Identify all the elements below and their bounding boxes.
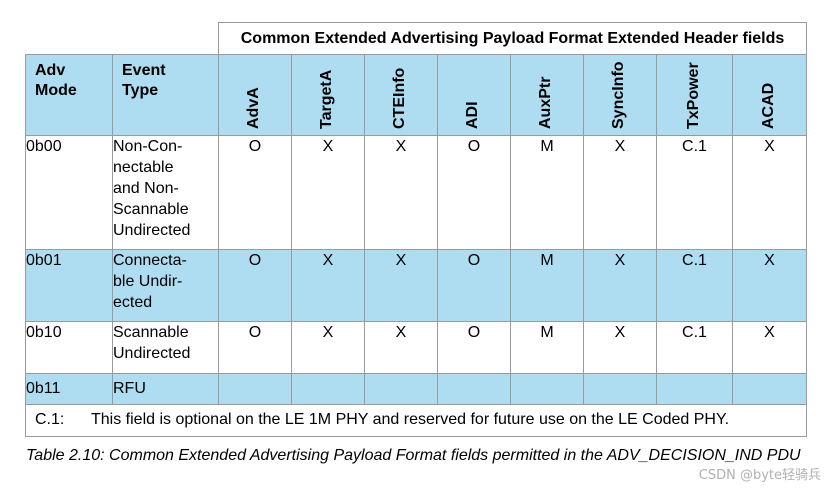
- col-label: SyncInfo: [610, 61, 627, 129]
- col-header-adv-mode: Adv Mode: [25, 54, 113, 136]
- value-cell: X: [731, 249, 808, 322]
- value-cell: M: [510, 135, 584, 250]
- value-cell: M: [510, 321, 584, 374]
- value-cell: X: [731, 135, 808, 250]
- col-header-adi: ADI: [437, 54, 511, 136]
- value-cell: [218, 373, 292, 405]
- group-header: Common Extended Advertising Payload Form…: [217, 22, 808, 55]
- value-cell: X: [583, 321, 657, 374]
- value-cell: X: [364, 249, 438, 322]
- value-cell: C.1: [656, 135, 733, 250]
- col-header-targeta: TargetA: [291, 54, 365, 136]
- event-type-cell: Non-Con- nectable and Non- Scannable Und…: [112, 135, 219, 250]
- adv-mode-cell: 0b01: [25, 249, 113, 322]
- col-header-txpower: TxPower: [656, 54, 733, 136]
- col-header-cteinfo: CTEInfo: [364, 54, 438, 136]
- col-label: TargetA: [318, 69, 335, 129]
- value-cell: O: [437, 249, 511, 322]
- col-label: ADI: [464, 101, 481, 129]
- value-cell: [364, 373, 438, 405]
- value-cell: X: [583, 135, 657, 250]
- value-cell: X: [364, 321, 438, 374]
- value-cell: [291, 373, 365, 405]
- table-row: 0b11 RFU: [25, 373, 808, 405]
- col-header-event-type: Event Type: [112, 54, 219, 136]
- value-cell: O: [437, 321, 511, 374]
- event-type-cell: Scannable Undirected: [112, 321, 219, 374]
- col-header-adva: AdvA: [218, 54, 292, 136]
- event-type-line2: Type: [122, 82, 159, 99]
- col-label: ACAD: [759, 82, 777, 129]
- value-cell: O: [437, 135, 511, 250]
- value-cell: X: [364, 135, 438, 250]
- value-cell: C.1: [656, 249, 733, 322]
- event-type-cell: RFU: [112, 373, 219, 405]
- value-cell: [656, 373, 733, 405]
- adv-mode-line1: Adv: [35, 62, 66, 79]
- value-cell: [510, 373, 584, 405]
- watermark: CSDN @byte轻骑兵: [698, 468, 821, 483]
- col-header-acad: ACAD: [731, 54, 808, 136]
- adv-mode-line2: Mode: [35, 82, 77, 99]
- spec-table-container: Common Extended Advertising Payload Form…: [24, 22, 808, 466]
- table-row: 0b00 Non-Con- nectable and Non- Scannabl…: [25, 135, 808, 250]
- value-cell: [731, 373, 808, 405]
- value-cell: X: [291, 135, 365, 250]
- adv-mode-cell: 0b10: [25, 321, 113, 374]
- col-header-auxptr: AuxPtr: [510, 54, 584, 136]
- value-cell: [437, 373, 511, 405]
- col-label: AuxPtr: [537, 76, 554, 129]
- col-label: TxPower: [684, 62, 702, 129]
- event-type-line1: Event: [122, 62, 166, 79]
- value-cell: C.1: [656, 321, 733, 374]
- value-cell: [583, 373, 657, 405]
- blank-corner: [25, 22, 219, 55]
- table-caption: Table 2.10: Common Extended Advertising …: [26, 447, 801, 464]
- value-cell: X: [291, 321, 365, 374]
- value-cell: O: [218, 321, 292, 374]
- event-type-cell: Connecta- ble Undir- ected: [112, 249, 219, 322]
- col-label: AdvA: [245, 87, 262, 129]
- col-label: CTEInfo: [391, 67, 408, 129]
- value-cell: X: [583, 249, 657, 322]
- value-cell: M: [510, 249, 584, 322]
- note-label: C.1:: [35, 411, 65, 428]
- col-header-syncinfo: SyncInfo: [583, 54, 657, 136]
- table-row: 0b01 Connecta- ble Undir- ected O X X O …: [25, 249, 808, 322]
- adv-mode-cell: 0b00: [25, 135, 113, 250]
- table-row: 0b10 Scannable Undirected O X X O M X C.…: [25, 321, 808, 374]
- value-cell: O: [218, 135, 292, 250]
- table-note: C.1: This field is optional on the LE 1M …: [24, 404, 808, 437]
- value-cell: X: [731, 321, 808, 374]
- note-text: This field is optional on the LE 1M PHY …: [91, 411, 730, 428]
- spec-table: Common Extended Advertising Payload Form…: [24, 22, 808, 437]
- value-cell: O: [218, 249, 292, 322]
- adv-mode-cell: 0b11: [25, 373, 113, 405]
- value-cell: X: [291, 249, 365, 322]
